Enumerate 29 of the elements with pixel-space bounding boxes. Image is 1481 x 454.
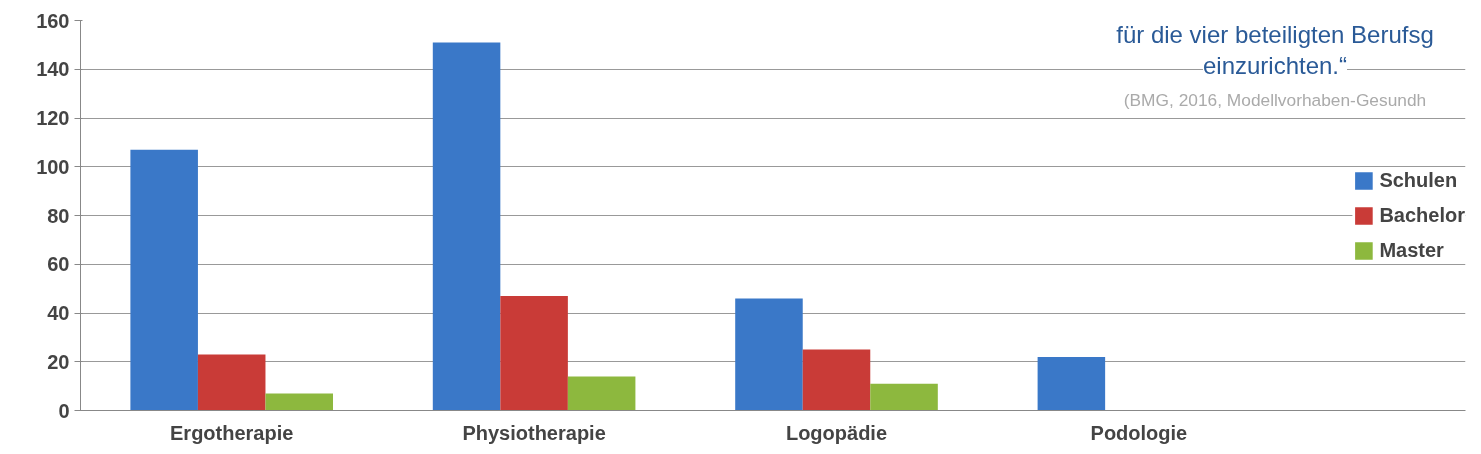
bar: [500, 295, 568, 411]
annotation: für die vier beteiligten Berufsg: [1116, 20, 1434, 48]
annotation: (BMG, 2016, Modellvorhaben-Gesundh: [1123, 90, 1427, 111]
y-tick-label: 140: [36, 58, 70, 81]
legend-label: Master: [1379, 238, 1444, 262]
bar: [567, 376, 636, 411]
y-tick-label: 60: [47, 253, 70, 276]
bar: [432, 42, 501, 411]
x-tick-label: Ergotherapie: [170, 421, 294, 444]
annotation: einzurichten.“: [1202, 52, 1348, 79]
y-tick-label: 100: [36, 155, 70, 178]
x-tick-label: Logopädie: [785, 421, 888, 444]
bar: [130, 149, 198, 411]
y-tick-label: 0: [58, 399, 70, 422]
legend-label: Bachelor: [1379, 203, 1465, 227]
y-tick-label: 40: [47, 302, 70, 324]
bar: [1037, 356, 1106, 411]
y-tick-label: 20: [47, 350, 70, 373]
bar: [802, 349, 871, 411]
bar: [265, 393, 334, 411]
y-tick-label: 120: [36, 107, 70, 129]
y-tick-label: 80: [47, 204, 70, 227]
bar: [735, 298, 803, 411]
y-tick-label: 160: [36, 9, 70, 32]
x-tick-label: Podologie: [1090, 421, 1188, 444]
legend-label: Schulen: [1379, 168, 1458, 192]
bar: [870, 383, 938, 411]
x-tick-label: Physiotherapie: [462, 421, 606, 444]
bar: [197, 354, 266, 411]
